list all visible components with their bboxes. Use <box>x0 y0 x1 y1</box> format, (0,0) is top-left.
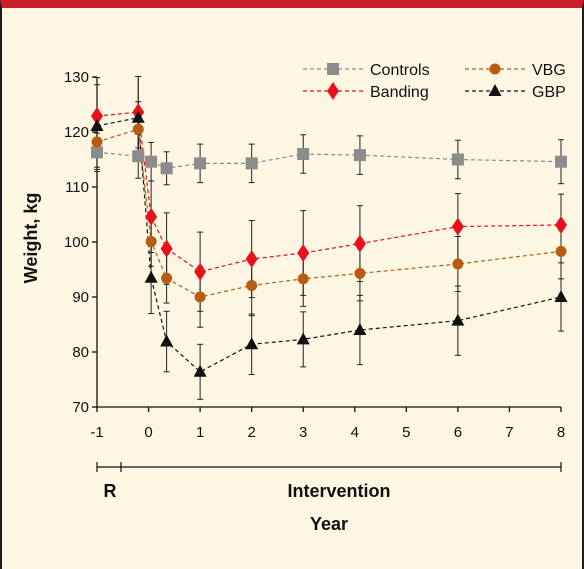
controls-data-point <box>160 162 173 175</box>
y-tick-label: 70 <box>72 399 89 416</box>
legend: Controls Banding VBG GBP <box>303 62 566 101</box>
gbp-data-point <box>451 313 465 326</box>
banding-data-point <box>353 234 366 253</box>
y-axis-title: Weight, kg <box>21 193 41 284</box>
controls-data-point <box>145 155 158 168</box>
vbg-data-point <box>145 235 157 247</box>
phase-label-r: R <box>104 481 117 501</box>
vbg-data-point <box>452 258 464 270</box>
banding-data-point <box>145 207 158 226</box>
banding-data-point <box>555 215 567 234</box>
legend-item-vbg: VBG <box>465 62 566 79</box>
gbp-data-point <box>193 364 207 377</box>
x-tick-label: 1 <box>196 424 204 441</box>
vbg-data-point <box>161 272 173 284</box>
controls-data-point <box>132 150 145 163</box>
legend-marker <box>327 63 339 75</box>
x-axis-title: Year <box>310 514 348 534</box>
banding-data-point <box>451 217 464 236</box>
gbp-data-point <box>160 334 174 347</box>
legend-item-gbp: GBP <box>465 84 566 101</box>
gbp-data-point <box>554 290 568 302</box>
series-lines <box>96 111 562 373</box>
banding-data-point <box>297 244 310 262</box>
controls-data-point <box>91 146 103 159</box>
gbp-data-point <box>245 337 259 350</box>
y-tick-label: 120 <box>64 124 89 141</box>
phase-label-intervention: Intervention <box>287 481 390 501</box>
axes: 70 80 90 100 110 120 130 -1 0 1 2 3 4 5 6 7 8 <box>64 69 565 472</box>
gbp-data-point <box>144 270 158 283</box>
legend-marker <box>489 63 501 75</box>
banding-data-point <box>91 107 103 126</box>
gbp-data-point <box>353 323 367 335</box>
vbg-data-point <box>91 136 103 148</box>
x-tick-label: 7 <box>505 424 513 441</box>
x-tick-label: 2 <box>247 424 255 441</box>
controls-data-point <box>353 149 366 162</box>
series-markers <box>90 103 568 377</box>
y-tick-label: 130 <box>64 69 89 86</box>
gbp-series-line <box>96 116 562 373</box>
controls-data-point <box>555 155 567 168</box>
controls-data-point <box>194 157 207 170</box>
vbg-data-point <box>132 123 144 135</box>
error-bars <box>94 75 564 400</box>
legend-item-controls: Controls <box>303 62 430 79</box>
y-tick-label: 100 <box>64 234 89 251</box>
vbg-data-point <box>297 273 309 285</box>
vbg-data-point <box>555 245 567 257</box>
x-tick-label: 5 <box>402 424 410 441</box>
controls-data-point <box>451 153 464 166</box>
banding-data-point <box>194 262 207 281</box>
x-tick-label: -1 <box>90 424 103 441</box>
controls-series-line <box>96 151 562 169</box>
x-tick-label: 6 <box>454 424 462 441</box>
legend-marker <box>488 84 502 96</box>
banding-data-point <box>160 239 173 258</box>
legend-marker <box>327 82 339 100</box>
banding-series-line <box>96 111 562 273</box>
y-tick-label: 110 <box>65 179 89 196</box>
x-tick-label: 3 <box>299 424 307 441</box>
vbg-data-point <box>194 291 206 303</box>
legend-item-banding: Banding <box>303 82 429 101</box>
legend-label: Controls <box>370 62 430 79</box>
controls-data-point <box>245 157 258 170</box>
y-tick-label: 90 <box>72 289 89 306</box>
vbg-data-point <box>354 267 366 279</box>
controls-data-point <box>297 148 310 160</box>
x-tick-label: 8 <box>557 424 565 441</box>
gbp-data-point <box>131 110 145 123</box>
legend-label: Banding <box>370 84 429 101</box>
x-tick-label: 0 <box>144 424 152 441</box>
gbp-data-point <box>90 118 104 131</box>
gbp-data-point <box>296 332 310 345</box>
legend-label: VBG <box>532 62 566 79</box>
banding-data-point <box>245 250 258 269</box>
legend-label: GBP <box>532 84 566 101</box>
vbg-series-line <box>96 128 562 298</box>
x-tick-label: 4 <box>351 424 359 441</box>
y-tick-label: 80 <box>72 344 89 361</box>
vbg-data-point <box>246 279 258 291</box>
